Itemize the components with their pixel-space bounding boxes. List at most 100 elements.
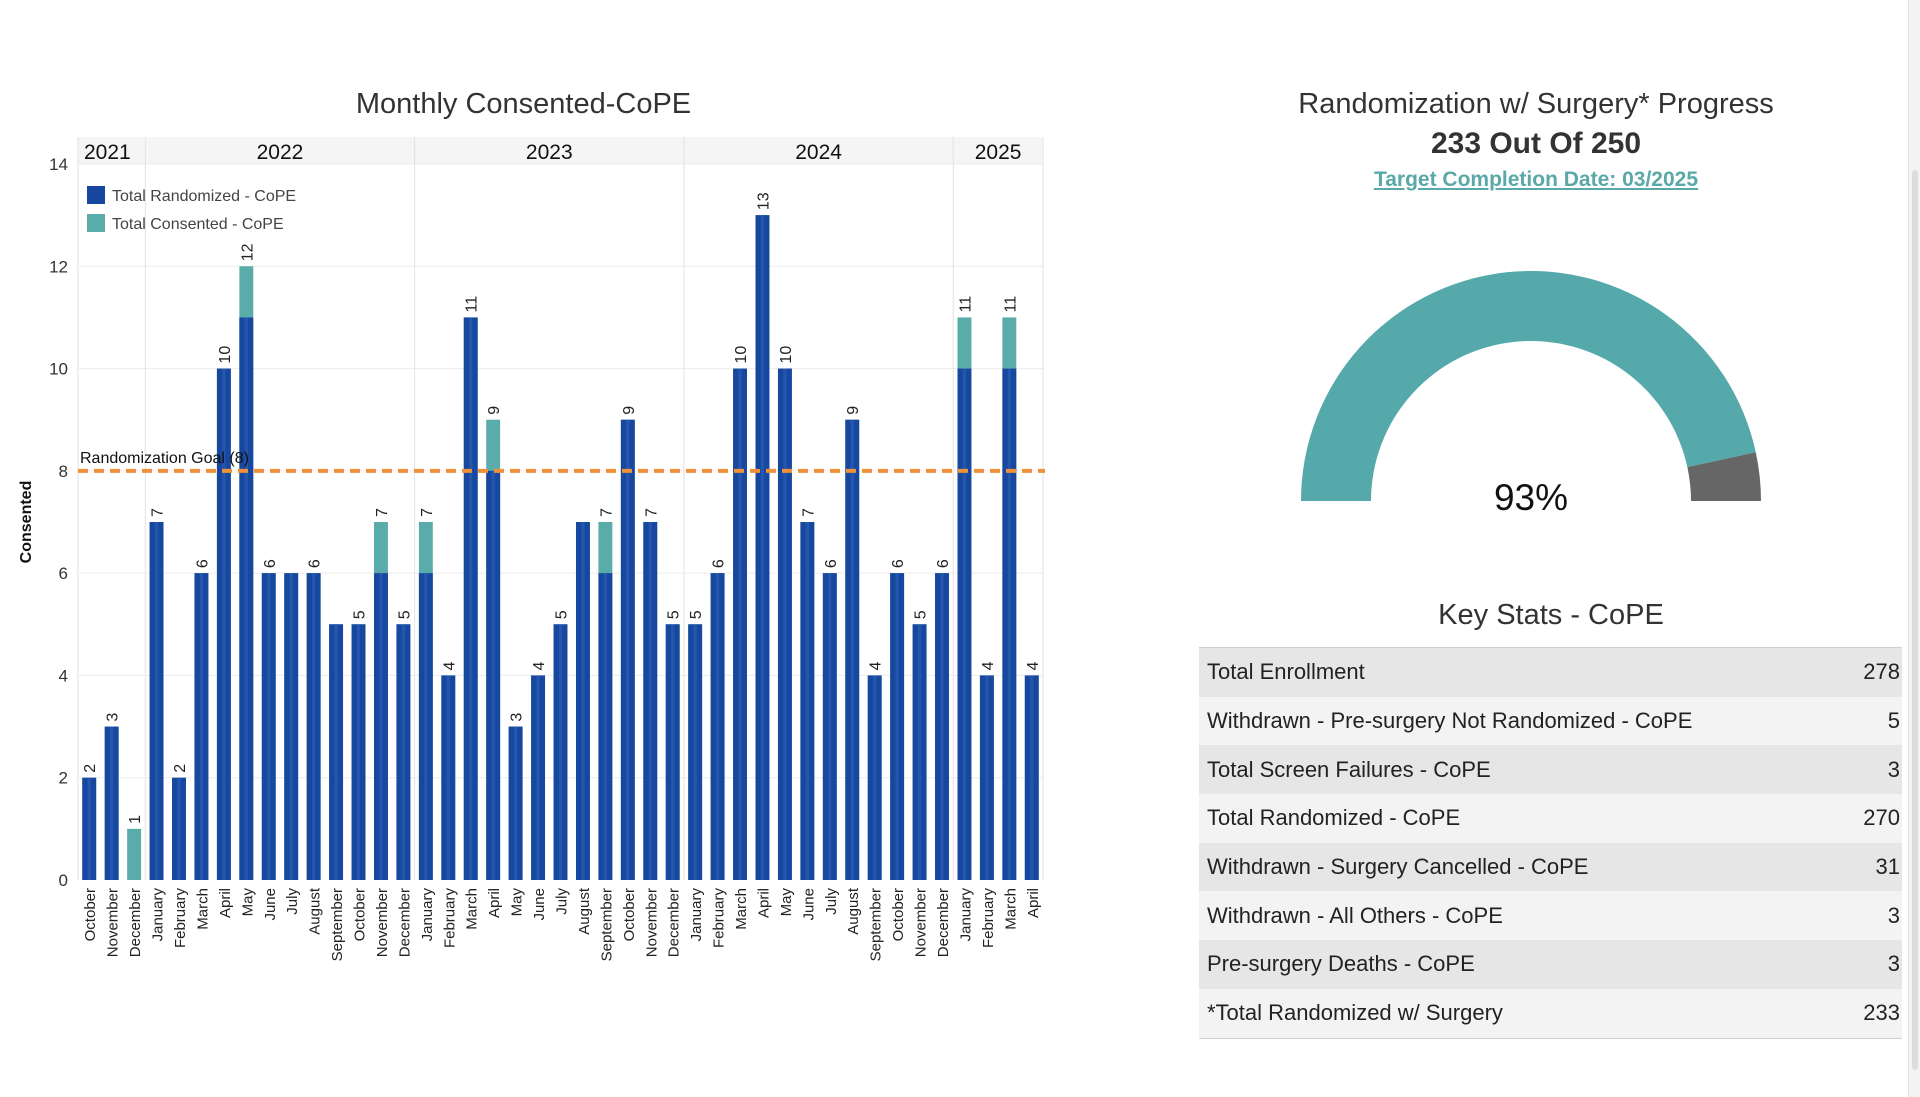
x-tick-label: November xyxy=(374,888,391,957)
year-label: 2023 xyxy=(526,141,573,164)
year-label: 2024 xyxy=(795,141,842,164)
x-tick-label: February xyxy=(441,888,458,949)
x-tick-label: March xyxy=(464,888,481,930)
x-tick-label: November xyxy=(643,888,660,957)
stat-value: 270 xyxy=(1863,805,1900,831)
x-tick-label: July xyxy=(823,888,840,915)
bar-data-label: 10 xyxy=(778,346,795,364)
bar-data-label: 9 xyxy=(621,406,638,415)
stat-value: 3 xyxy=(1887,756,1900,782)
randomized-bar-highlight xyxy=(985,675,989,880)
x-tick-label: October xyxy=(352,888,369,941)
bar-data-label: 9 xyxy=(845,406,862,415)
stat-row: Withdrawn - Pre-surgery Not Randomized -… xyxy=(1199,696,1902,746)
y-tick-label: 8 xyxy=(59,462,68,481)
stat-row: Total Enrollment 278 xyxy=(1199,648,1902,697)
randomized-bar-highlight xyxy=(222,368,226,880)
randomized-bar-highlight xyxy=(940,573,944,880)
randomized-bar-highlight xyxy=(603,573,608,880)
target-completion-link[interactable]: Target Completion Date: 03/2025 xyxy=(1373,168,1699,191)
randomized-bar-highlight xyxy=(783,368,787,880)
year-label: 2025 xyxy=(975,141,1022,164)
scrollbar-thumb[interactable] xyxy=(1912,170,1918,1070)
x-tick-label: February xyxy=(172,888,189,949)
randomized-bar-highlight xyxy=(446,675,450,880)
randomized-bar-highlight xyxy=(626,419,630,880)
randomized-bar-highlight xyxy=(199,573,204,880)
x-tick-label: October xyxy=(890,888,907,941)
x-tick-label: August xyxy=(307,887,324,935)
x-tick-label: June xyxy=(531,888,548,921)
bar-data-label: 6 xyxy=(935,559,952,568)
key-stats-table: Total Enrollment 278 Withdrawn - Pre-surg… xyxy=(1199,647,1902,1039)
x-tick-label: May xyxy=(778,888,795,917)
stat-row: Withdrawn - Surgery Cancelled - CoPE 31 xyxy=(1199,842,1902,892)
randomized-bar-highlight xyxy=(895,573,899,880)
x-tick-label: October xyxy=(621,888,638,941)
randomized-bar-highlight xyxy=(558,624,563,880)
randomized-bar-highlight xyxy=(109,726,114,880)
bar-data-label: 4 xyxy=(441,661,458,670)
stat-value: 5 xyxy=(1887,708,1900,734)
stat-value: 278 xyxy=(1863,659,1900,685)
bar-data-label: 5 xyxy=(396,610,413,619)
bar-data-label: 4 xyxy=(1025,661,1042,670)
bar-data-label: 7 xyxy=(150,508,167,517)
chart-title: Monthly Consented-CoPE xyxy=(355,88,692,120)
x-tick-label: September xyxy=(868,888,885,961)
bar-data-label: 9 xyxy=(486,406,503,415)
randomized-bar-highlight xyxy=(648,522,652,880)
x-tick-label: November xyxy=(913,888,930,957)
stat-value: 31 xyxy=(1875,854,1900,880)
y-tick-label: 2 xyxy=(59,769,68,788)
bar-data-label: 2 xyxy=(172,764,189,773)
bar-data-label: 5 xyxy=(554,610,571,619)
bar-data-label: 3 xyxy=(509,713,526,722)
stat-row: Total Randomized - CoPE 270 xyxy=(1199,794,1902,843)
stat-label: Withdrawn - All Others - CoPE xyxy=(1207,902,1503,928)
vertical-scrollbar[interactable] xyxy=(1908,0,1920,1097)
x-tick-label: January xyxy=(957,888,974,942)
bar-data-label: 4 xyxy=(531,661,548,670)
y-tick-label: 4 xyxy=(59,666,68,685)
bar-data-label: 10 xyxy=(733,346,750,364)
x-tick-label: December xyxy=(127,888,144,957)
x-tick-label: May xyxy=(239,888,256,917)
randomized-bar-highlight xyxy=(177,777,181,880)
x-tick-label: April xyxy=(1025,888,1042,918)
x-tick-label: February xyxy=(980,888,997,949)
randomized-bar-highlight xyxy=(850,419,854,880)
randomized-bar-highlight xyxy=(87,777,91,880)
x-tick-label: April xyxy=(755,888,772,918)
bar-data-label: 4 xyxy=(868,661,885,670)
randomized-bar-highlight xyxy=(356,624,361,880)
randomized-bar-highlight xyxy=(873,675,877,880)
randomized-bar-highlight xyxy=(738,368,742,880)
stat-value: 233 xyxy=(1863,1000,1900,1026)
randomized-bar-highlight xyxy=(760,215,765,881)
x-tick-label: August xyxy=(576,887,593,935)
stat-value: 3 xyxy=(1887,902,1900,928)
gauge-percent: 93% xyxy=(1493,477,1569,518)
y-tick-label: 0 xyxy=(59,871,68,890)
bar-data-label: 6 xyxy=(711,559,728,568)
randomization-goal-label: Randomization Goal (8) xyxy=(80,450,249,467)
x-tick-label: March xyxy=(1002,888,1019,930)
y-tick-label: 14 xyxy=(49,155,68,174)
bar-data-label: 3 xyxy=(105,713,122,722)
legend-label: Total Randomized - CoPE xyxy=(112,188,296,205)
x-tick-label: March xyxy=(194,888,211,930)
x-tick-label: December xyxy=(666,888,683,957)
bar-data-label: 1 xyxy=(127,815,144,824)
y-axis-label: Consented xyxy=(18,481,35,564)
legend-label: Total Consented - CoPE xyxy=(112,216,284,233)
randomized-bar-highlight xyxy=(581,522,585,880)
stat-label: Total Enrollment xyxy=(1207,659,1365,685)
randomized-bar-highlight xyxy=(244,317,248,880)
bar-data-label: 7 xyxy=(800,508,817,517)
legend-swatch xyxy=(87,214,105,232)
randomized-bar-highlight xyxy=(513,726,518,880)
stat-label: Pre-surgery Deaths - CoPE xyxy=(1207,951,1475,977)
randomized-bar-highlight xyxy=(334,624,338,880)
randomized-bar-highlight xyxy=(424,573,428,880)
